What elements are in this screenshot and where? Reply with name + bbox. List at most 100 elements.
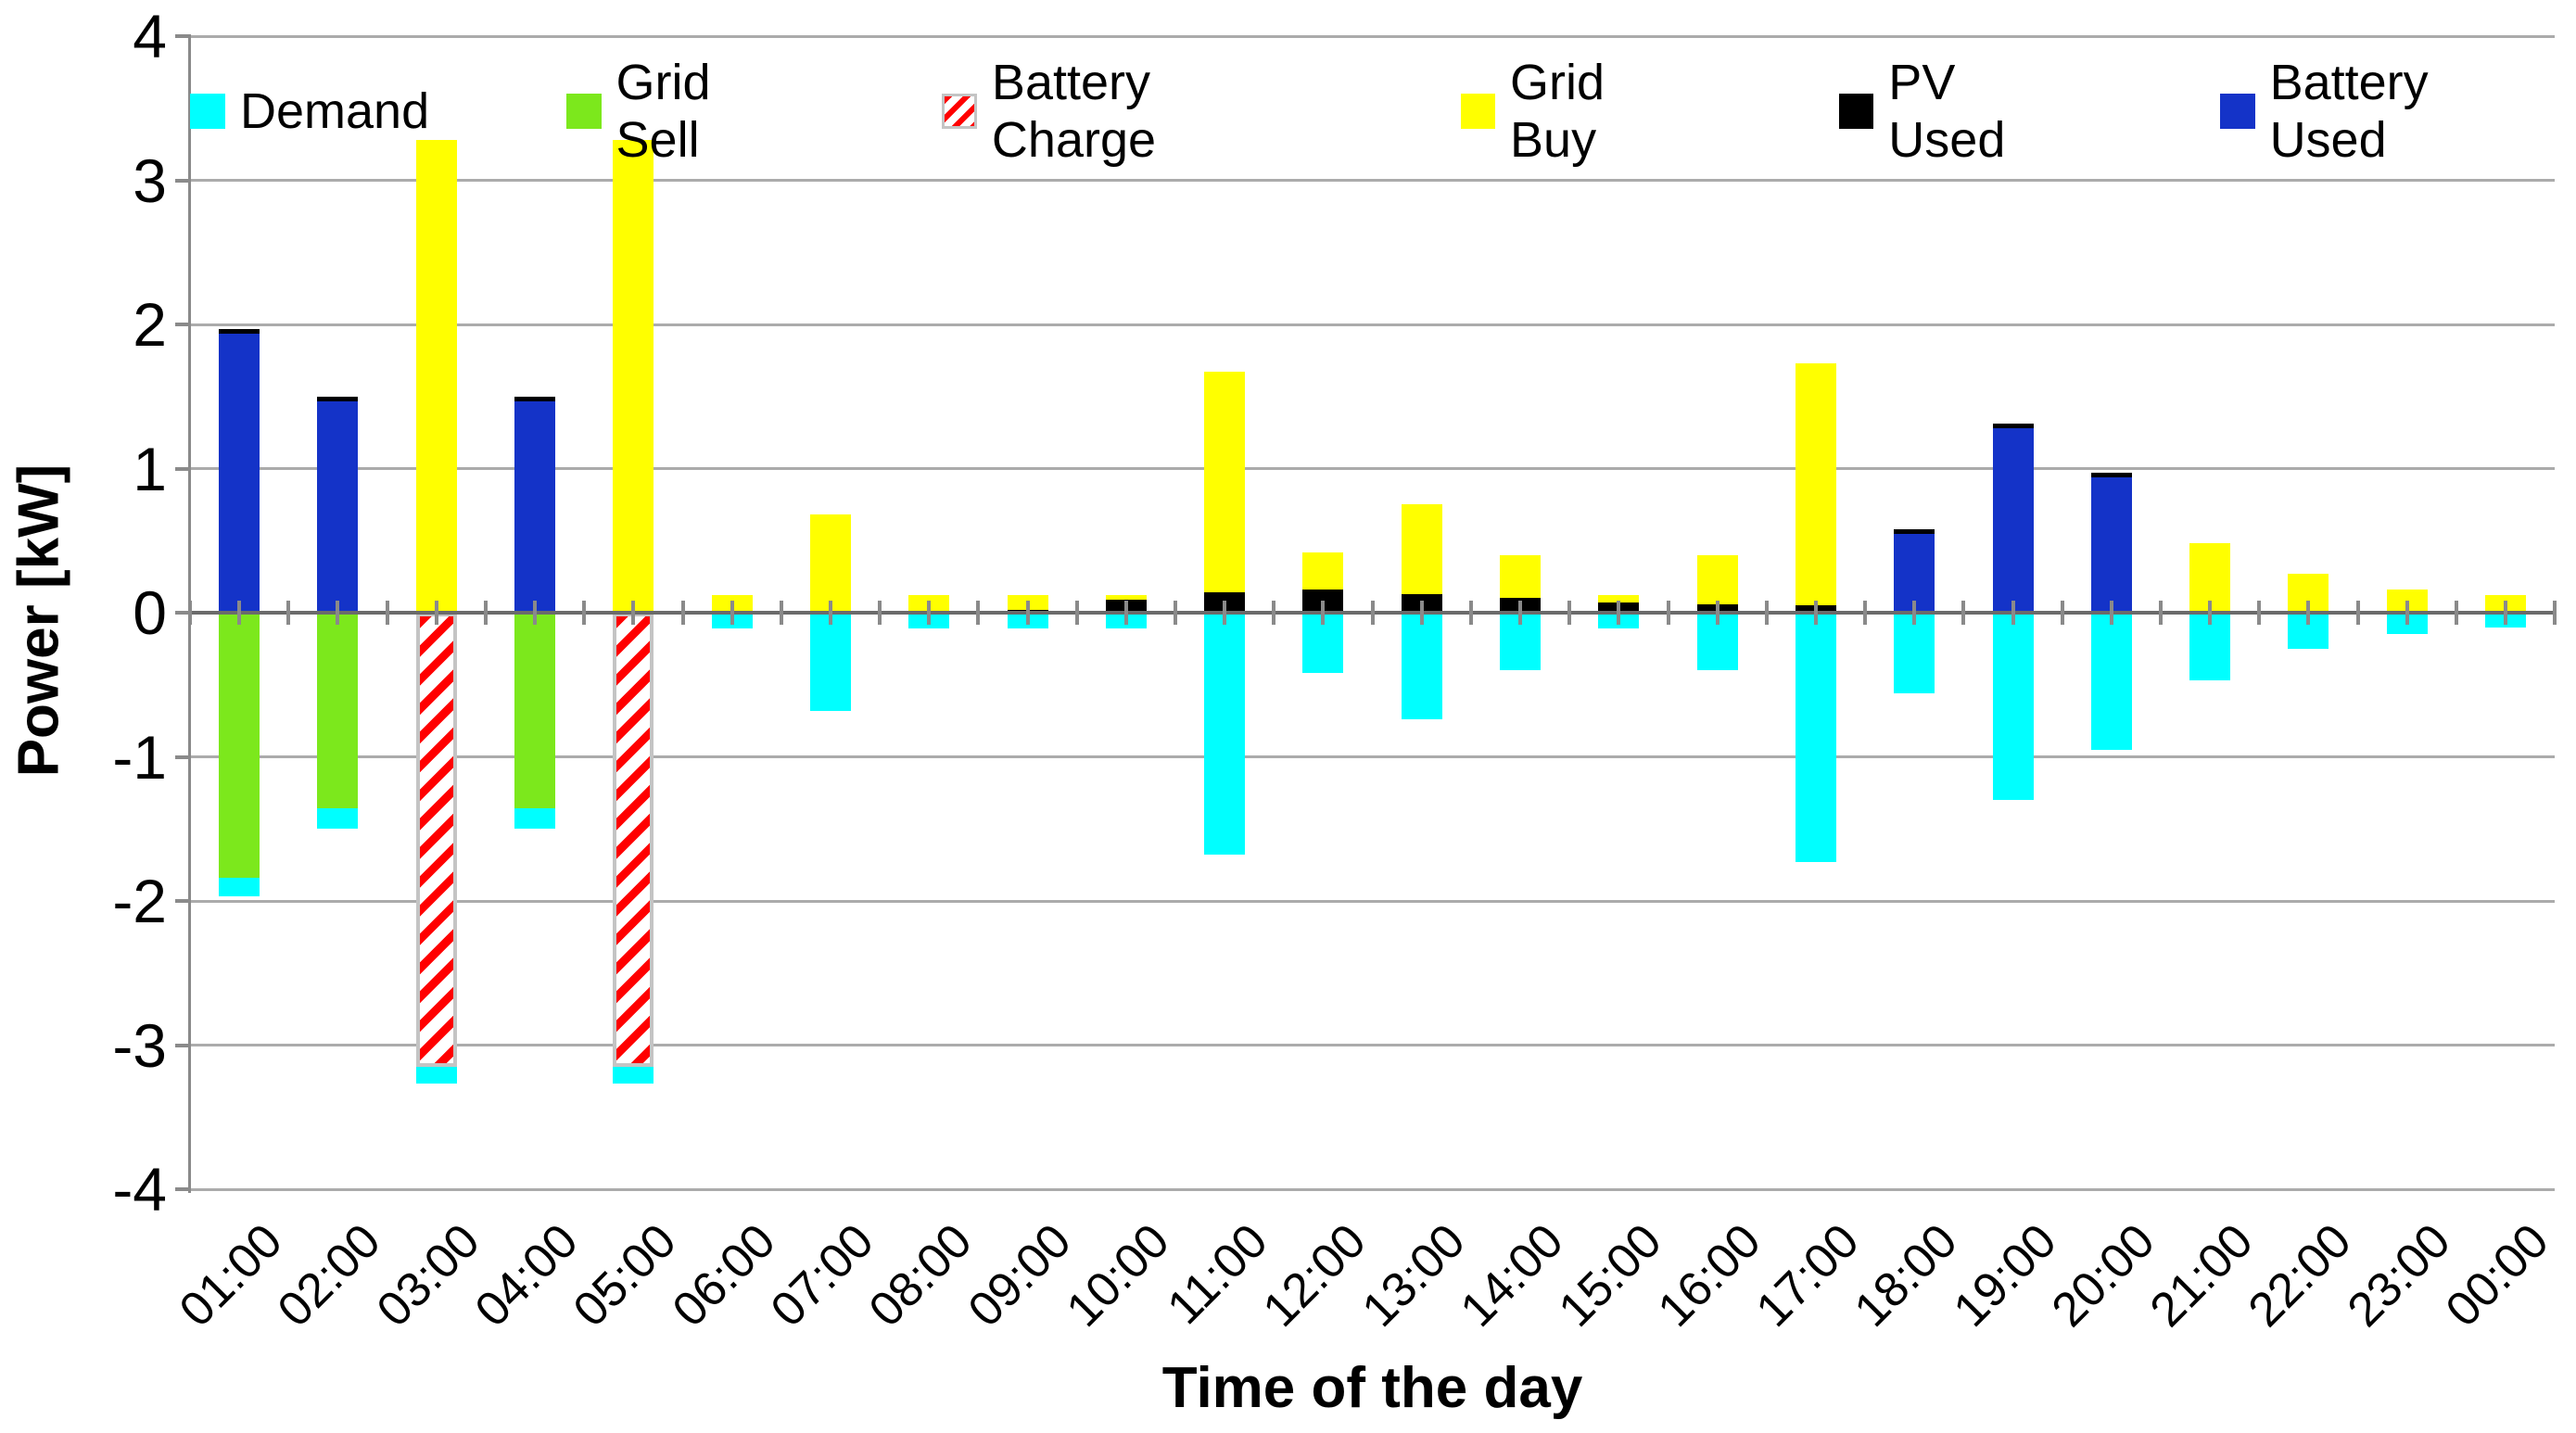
- x-axis-tick-34: [1863, 601, 1868, 625]
- bar-grid-sell-04:00: [514, 613, 556, 809]
- x-axis-tick-3: [336, 601, 340, 625]
- bar-battery-used-18:00: [1894, 528, 1935, 613]
- y-tick-label-4: 4: [133, 2, 167, 70]
- x-tick-label-07:00: 07:00: [760, 1213, 884, 1338]
- legend-item-demand: Demand: [190, 54, 429, 169]
- x-axis-tick-2: [286, 601, 291, 625]
- legend: Demand Grid Sell Battery Charge Grid Buy PV …: [190, 54, 2555, 169]
- legend-label: Demand: [240, 83, 430, 139]
- y-tick-label-1: 1: [133, 434, 167, 503]
- bar-demand-18:00: [1894, 613, 1935, 694]
- legend-swatch-battery-charge-icon: [942, 94, 977, 129]
- x-tick-label-16:00: 16:00: [1647, 1213, 1771, 1338]
- x-axis-tick-5: [434, 601, 438, 625]
- y-axis-tick-4: [175, 34, 190, 38]
- x-tick-label-02:00: 02:00: [268, 1213, 392, 1338]
- legend-label: Grid Sell: [615, 55, 711, 168]
- legend-item-grid-buy: Grid Buy: [1460, 54, 1702, 169]
- x-axis-tick-43: [2306, 601, 2311, 625]
- x-axis-title: Time of the day: [1161, 1356, 1583, 1420]
- x-axis-tick-40: [2159, 601, 2163, 625]
- x-tick-label-09:00: 09:00: [958, 1213, 1082, 1338]
- x-tick-label-06:00: 06:00: [662, 1213, 786, 1338]
- x-axis-tick-39: [2109, 601, 2113, 625]
- x-axis-tick-8: [582, 601, 587, 625]
- gridline-y--2: [190, 899, 2555, 903]
- x-tick-label-05:00: 05:00: [564, 1213, 688, 1338]
- x-axis-tick-11: [730, 601, 734, 625]
- legend-label: Battery Used: [2269, 55, 2429, 168]
- x-tick-label-13:00: 13:00: [1351, 1213, 1476, 1338]
- legend-swatch-pv-used-icon: [1838, 94, 1874, 129]
- bar-demand-02:00: [317, 808, 359, 830]
- y-axis-tick--1: [175, 755, 190, 759]
- x-tick-label-21:00: 21:00: [2139, 1213, 2264, 1338]
- x-axis-tick-48: [2553, 601, 2557, 625]
- bar-battery-charge-05:00: [613, 613, 654, 1067]
- bar-grid-buy-15:00: [1598, 595, 1640, 603]
- bar-demand-11:00: [1204, 613, 1246, 856]
- bar-demand-04:00: [514, 808, 556, 830]
- x-axis-tick-24: [1370, 601, 1375, 625]
- x-axis-tick-35: [1912, 601, 1917, 625]
- y-axis-tick-3: [175, 178, 190, 183]
- y-axis-tick-1: [175, 466, 190, 471]
- x-axis-tick-36: [1961, 601, 1966, 625]
- y-tick-label-0: 0: [133, 578, 167, 647]
- legend-swatch-battery-used-icon: [2220, 94, 2255, 129]
- x-axis-tick-38: [2060, 601, 2064, 625]
- x-axis-tick-7: [533, 601, 538, 625]
- x-tick-label-22:00: 22:00: [2239, 1213, 2363, 1338]
- legend-item-battery-charge: Battery Charge: [942, 54, 1323, 169]
- x-axis-tick-41: [2208, 601, 2213, 625]
- x-axis-tick-21: [1223, 601, 1227, 625]
- x-axis-tick-30: [1666, 601, 1670, 625]
- y-tick-label--1: -1: [112, 722, 167, 792]
- bar-grid-buy-10:00: [1105, 595, 1147, 600]
- bar-demand-01:00: [219, 878, 260, 897]
- x-tick-label-00:00: 00:00: [2435, 1213, 2559, 1338]
- bar-grid-buy-16:00: [1696, 554, 1738, 604]
- x-axis-tick-6: [483, 601, 488, 625]
- x-tick-label-10:00: 10:00: [1056, 1213, 1180, 1338]
- gridline-y-4: [190, 34, 2555, 38]
- x-axis-tick-42: [2257, 601, 2262, 625]
- gridline-y-2: [190, 323, 2555, 326]
- x-axis-tick-4: [385, 601, 389, 625]
- x-axis-tick-22: [1272, 601, 1276, 625]
- x-tick-label-15:00: 15:00: [1549, 1213, 1673, 1338]
- y-axis-tick-0: [175, 611, 190, 615]
- x-tick-label-11:00: 11:00: [1157, 1213, 1278, 1336]
- x-tick-label-03:00: 03:00: [366, 1213, 490, 1338]
- x-tick-label-19:00: 19:00: [1943, 1213, 2067, 1338]
- bar-grid-buy-05:00: [613, 139, 654, 613]
- x-tick-label-01:00: 01:00: [169, 1213, 293, 1338]
- bar-battery-charge-03:00: [415, 613, 457, 1067]
- bar-demand-05:00: [613, 1066, 654, 1084]
- bar-demand-17:00: [1795, 613, 1836, 862]
- x-tick-label-18:00: 18:00: [1844, 1213, 1968, 1338]
- bar-grid-buy-12:00: [1302, 552, 1344, 590]
- bar-demand-19:00: [1992, 613, 2034, 801]
- x-axis-tick-16: [976, 601, 981, 625]
- x-axis-tick-32: [1764, 601, 1769, 625]
- bar-grid-sell-01:00: [219, 613, 260, 879]
- x-axis-tick-45: [2405, 601, 2409, 625]
- legend-item-battery-used: Battery Used: [2220, 54, 2555, 169]
- bar-grid-buy-14:00: [1500, 554, 1542, 599]
- bar-battery-used-01:00: [219, 328, 260, 613]
- bar-battery-used-20:00: [2090, 473, 2132, 613]
- x-axis-tick-46: [2454, 601, 2458, 625]
- x-axis-tick-28: [1567, 601, 1572, 625]
- bar-battery-used-19:00: [1992, 424, 2034, 613]
- x-axis-tick-44: [2355, 601, 2360, 625]
- y-axis-tick-2: [175, 323, 190, 326]
- y-tick-label--4: -4: [112, 1155, 167, 1224]
- legend-swatch-grid-buy-icon: [1460, 94, 1496, 129]
- legend-label: Grid Buy: [1510, 55, 1605, 168]
- x-axis-tick-14: [878, 601, 882, 625]
- x-axis-tick-20: [1174, 601, 1177, 625]
- bar-demand-07:00: [809, 613, 851, 711]
- x-tick-label-08:00: 08:00: [858, 1213, 983, 1338]
